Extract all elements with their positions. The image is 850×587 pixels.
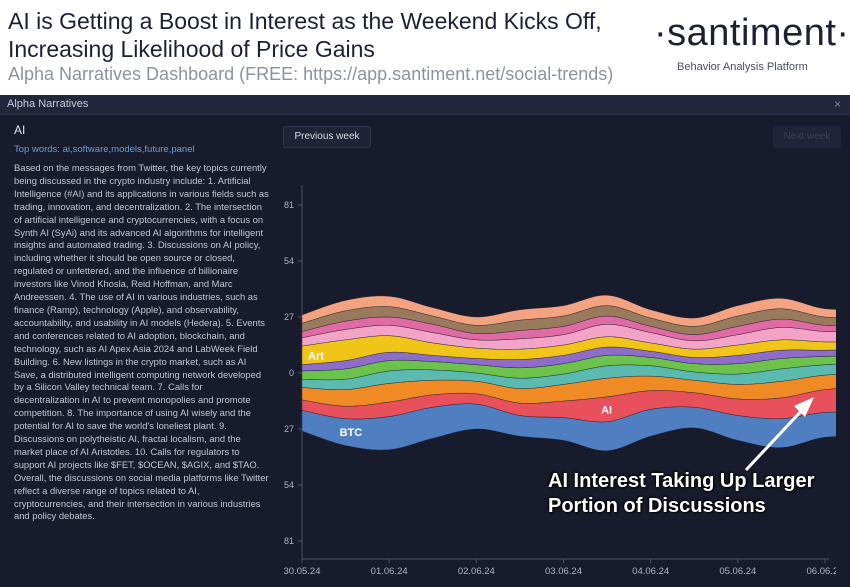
santiment-logo: ·santiment· xyxy=(654,12,850,54)
narrative-description: Based on the messages from Twitter, the … xyxy=(14,162,269,522)
x-tick-label: 06.06.24 xyxy=(807,566,836,577)
x-tick-label: 02.06.24 xyxy=(458,566,495,577)
x-tick-label: 04.06.24 xyxy=(632,566,669,577)
annotation-arrow-head xyxy=(794,397,814,417)
y-tick-label: 81 xyxy=(284,536,294,546)
x-tick-label: 05.06.24 xyxy=(719,566,756,577)
top-words: Top words: ai,software,models,future,pan… xyxy=(14,144,195,155)
streamgraph-chart: 81 54 27 0 27 54 81 30.05.24 01.06.24 02.06.24 03.… xyxy=(284,185,836,577)
annotation-arrow-shaft xyxy=(744,406,806,472)
close-icon[interactable]: × xyxy=(833,97,841,111)
stream-label-ai: AI xyxy=(601,404,612,416)
stream-label-btc: BTC xyxy=(340,427,363,439)
panel-titlebar: Alpha Narratives × xyxy=(0,95,850,115)
y-tick-label: 27 xyxy=(284,312,294,322)
x-tick-label: 30.05.24 xyxy=(284,566,321,577)
x-tick-label: 01.06.24 xyxy=(371,566,408,577)
next-week-button: Next week xyxy=(773,126,841,148)
y-tick-label: 81 xyxy=(284,200,294,210)
page-subtitle: Alpha Narratives Dashboard (FREE: https:… xyxy=(8,64,614,84)
annotation-text: AI Interest Taking Up Larger Portion of … xyxy=(548,470,815,517)
previous-week-button[interactable]: Previous week xyxy=(283,126,371,148)
x-tick-label: 03.06.24 xyxy=(545,566,582,577)
santiment-tagline: Behavior Analysis Platform xyxy=(677,61,808,73)
page-title: AI is Getting a Boost in Interest as the… xyxy=(8,8,602,62)
y-tick-label: 0 xyxy=(289,368,294,378)
y-tick-label: 54 xyxy=(284,256,294,266)
narrative-summary: AI Top words: ai,software,models,future,… xyxy=(14,123,269,523)
stream-salmon xyxy=(301,295,836,327)
stream-label-art: Art xyxy=(308,350,324,362)
topic-heading: AI xyxy=(14,123,26,137)
header: AI is Getting a Boost in Interest as the… xyxy=(0,0,850,95)
y-tick-label: 54 xyxy=(284,480,294,490)
panel-title: Alpha Narratives xyxy=(7,98,89,110)
y-tick-label: 27 xyxy=(284,424,294,434)
